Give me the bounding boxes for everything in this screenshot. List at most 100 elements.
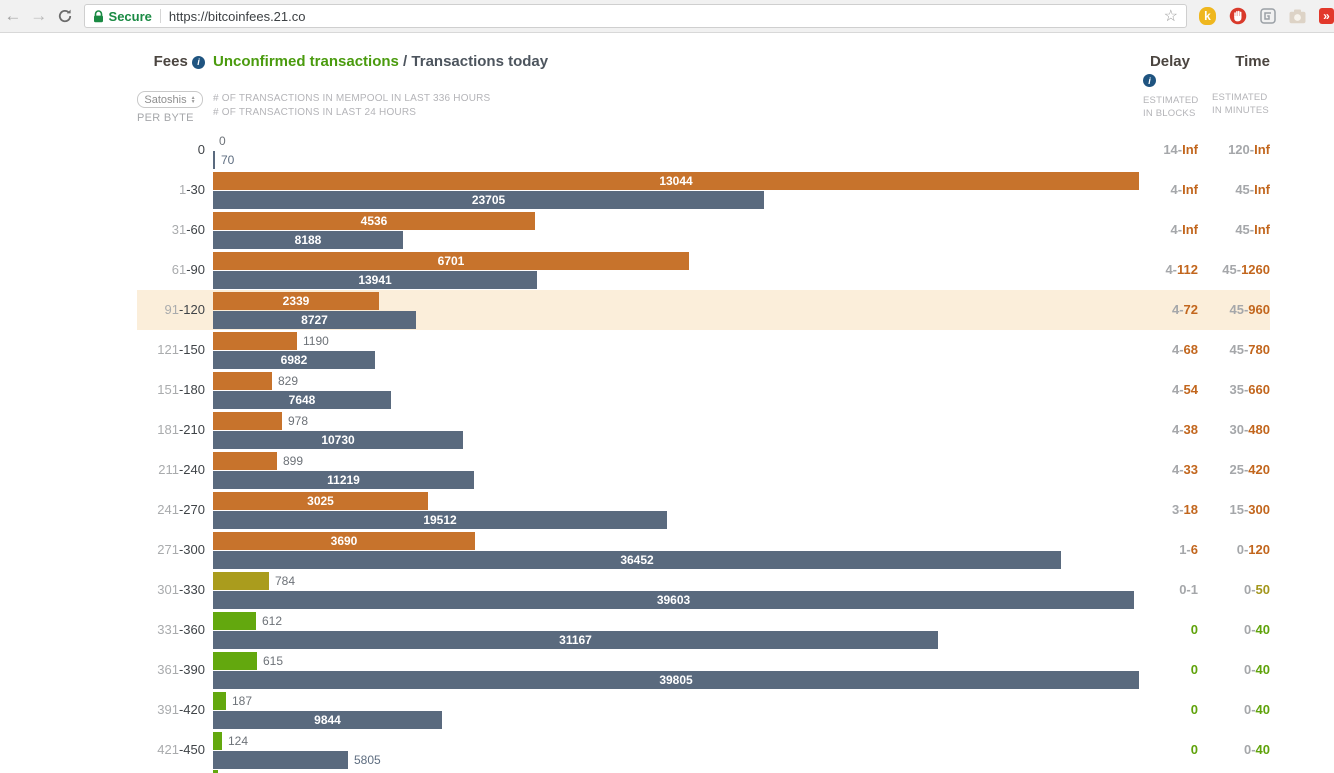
mempool-bar[interactable]	[213, 731, 222, 750]
time-estimate: 0-50	[1243, 582, 1270, 597]
fee-row[interactable]: 211-240 899 11219 4-33 25-420	[137, 450, 1270, 490]
fees-info-icon[interactable]: i	[192, 55, 205, 69]
fee-row[interactable]	[137, 770, 1270, 773]
transactions-today-bar[interactable]: 8188	[213, 230, 403, 249]
transactions-today-bar[interactable]: 7648	[213, 390, 391, 409]
row-bars: 1190 6982	[205, 330, 1143, 370]
unit-select[interactable]: Satoshis ▲ ▼	[137, 91, 203, 108]
time-estimate: 25-420	[1229, 462, 1271, 477]
mempool-bar[interactable]: 3690	[213, 531, 475, 550]
transactions-today-bar[interactable]: 23705	[213, 190, 764, 209]
time-estimate: 45-780	[1229, 342, 1271, 357]
bookmark-star-icon[interactable]: ☆	[1163, 8, 1178, 25]
delay-estimate: 4-112	[1165, 262, 1198, 277]
transactions-today-bar[interactable]: 11219	[213, 470, 474, 489]
mempool-bar[interactable]	[213, 371, 272, 390]
time-sub1: ESTIMATED	[1212, 92, 1268, 103]
row-bars: 899 11219	[205, 450, 1143, 490]
mempool-bar[interactable]	[213, 411, 282, 430]
mempool-bar[interactable]	[213, 611, 256, 630]
back-icon[interactable]: ←	[4, 6, 22, 25]
url-text[interactable]: https://bitcoinfees.21.co	[168, 8, 306, 24]
url-separator	[159, 9, 161, 23]
url-bar[interactable]: Secure https://bitcoinfees.21.co ☆	[83, 4, 1187, 28]
mempool-bar[interactable]: 6701	[213, 251, 689, 270]
transactions-today-bar[interactable]: 6982	[213, 350, 375, 369]
mempool-bar[interactable]	[213, 770, 218, 773]
transactions-today-tab[interactable]: Transactions today	[411, 53, 549, 70]
time-estimate: 0-120	[1236, 542, 1270, 557]
fee-row[interactable]: 391-420 187 9844 0 0-40	[137, 690, 1270, 730]
mempool-value: 612	[262, 613, 283, 628]
transactions-today-bar[interactable]: 39603	[213, 590, 1134, 609]
fee-row[interactable]: 91-120 2339 8727 4-72 45-960	[137, 290, 1270, 330]
mempool-bar[interactable]	[213, 451, 277, 470]
fee-row[interactable]: 181-210 978 10730 4-38 30-480	[137, 410, 1270, 450]
delay-estimate: 4-54	[1171, 382, 1198, 397]
browser-toolbar: ← → Secure https://bitcoinfees.21.co ☆ k	[0, 0, 1334, 33]
transactions-today-bar[interactable]: 10730	[213, 430, 463, 449]
row-bars: 124 5805	[205, 730, 1143, 770]
mempool-bar[interactable]: 2339	[213, 291, 379, 310]
mempool-bar[interactable]	[213, 571, 269, 590]
fee-range-label: 121-150	[157, 342, 205, 357]
mempool-value: 784	[275, 573, 296, 588]
delay-estimate: 14-Inf	[1163, 142, 1198, 157]
fee-row[interactable]: 271-300 3690 36452 1-6 0-120	[137, 530, 1270, 570]
transactions-today-bar[interactable]: 9844	[213, 710, 442, 729]
fee-row[interactable]: 301-330 784 39603 0-1 0-50	[137, 570, 1270, 610]
forward-red-extension-icon[interactable]: »	[1319, 8, 1334, 24]
fee-row[interactable]: 421-450 124 5805 0 0-40	[137, 730, 1270, 770]
fee-row[interactable]: 31-60 4536 8188 4-Inf 45-Inf	[137, 210, 1270, 250]
fee-row[interactable]: 331-360 612 31167 0 0-40	[137, 610, 1270, 650]
transactions-today-bar[interactable]: 19512	[213, 510, 667, 529]
mempool-bar[interactable]	[213, 331, 297, 350]
fee-row[interactable]: 1-30 13044 23705 4-Inf 45-Inf	[137, 170, 1270, 210]
fee-row[interactable]: 361-390 615 39805 0 0-40	[137, 650, 1270, 690]
title-separator: /	[398, 53, 412, 70]
reload-glyph	[58, 9, 71, 23]
stop-hand-extension-icon[interactable]	[1229, 7, 1247, 25]
delay-estimate: 0	[1190, 742, 1198, 757]
time-estimate: 120-Inf	[1228, 142, 1270, 157]
fee-range-label: 31-60	[171, 222, 205, 237]
k-extension-icon[interactable]: k	[1199, 7, 1216, 25]
forward-icon[interactable]: →	[30, 6, 48, 25]
fee-range-label: 241-270	[157, 502, 205, 517]
fee-row[interactable]: 121-150 1190 6982 4-68 45-780	[137, 330, 1270, 370]
delay-estimate: 1-6	[1179, 542, 1198, 557]
mempool-bar[interactable]: 13044	[213, 171, 1139, 190]
delay-info-icon[interactable]: i	[1143, 74, 1156, 87]
transactions-today-bar[interactable]	[213, 750, 348, 769]
row-bars: 978 10730	[205, 410, 1143, 450]
time-estimate: 45-Inf	[1235, 182, 1270, 197]
fee-range-label: 421-450	[157, 742, 205, 757]
mempool-bar[interactable]	[213, 651, 257, 670]
fee-row[interactable]: 151-180 829 7648 4-54 35-660	[137, 370, 1270, 410]
fee-row[interactable]: 0 0 70 14-Inf 120-Inf	[137, 130, 1270, 170]
transactions-today-bar[interactable]: 31167	[213, 630, 938, 649]
row-bars: 13044 23705	[205, 170, 1143, 210]
transactions-today-bar[interactable]: 39805	[213, 670, 1139, 689]
mempool-bar[interactable]: 3025	[213, 491, 428, 510]
row-bars: 829 7648	[205, 370, 1143, 410]
square-extension-icon[interactable]	[1260, 8, 1276, 24]
row-bars: 3025 19512	[205, 490, 1143, 530]
fee-row[interactable]: 241-270 3025 19512 3-18 15-300	[137, 490, 1270, 530]
delay-estimate: 4-Inf	[1170, 182, 1198, 197]
camera-extension-icon[interactable]	[1289, 9, 1306, 24]
transactions-today-bar[interactable]: 13941	[213, 270, 537, 289]
delay-sub2: IN BLOCKS	[1143, 107, 1196, 119]
delay-estimate: 0	[1190, 662, 1198, 677]
unconfirmed-transactions-tab[interactable]: Unconfirmed transactions	[213, 53, 399, 70]
mempool-bar[interactable]: 4536	[213, 211, 535, 230]
mempool-value: 0	[219, 133, 226, 148]
transactions-today-bar[interactable]	[213, 150, 215, 169]
transactions-today-bar[interactable]: 36452	[213, 550, 1061, 569]
transactions-today-bar[interactable]: 8727	[213, 310, 416, 329]
transactions-today-value: 5805	[354, 752, 381, 767]
mempool-bar[interactable]	[213, 691, 226, 710]
reload-icon[interactable]	[52, 8, 78, 24]
fee-row[interactable]: 61-90 6701 13941 4-112 45-1260	[137, 250, 1270, 290]
mempool-value: 829	[278, 373, 299, 388]
